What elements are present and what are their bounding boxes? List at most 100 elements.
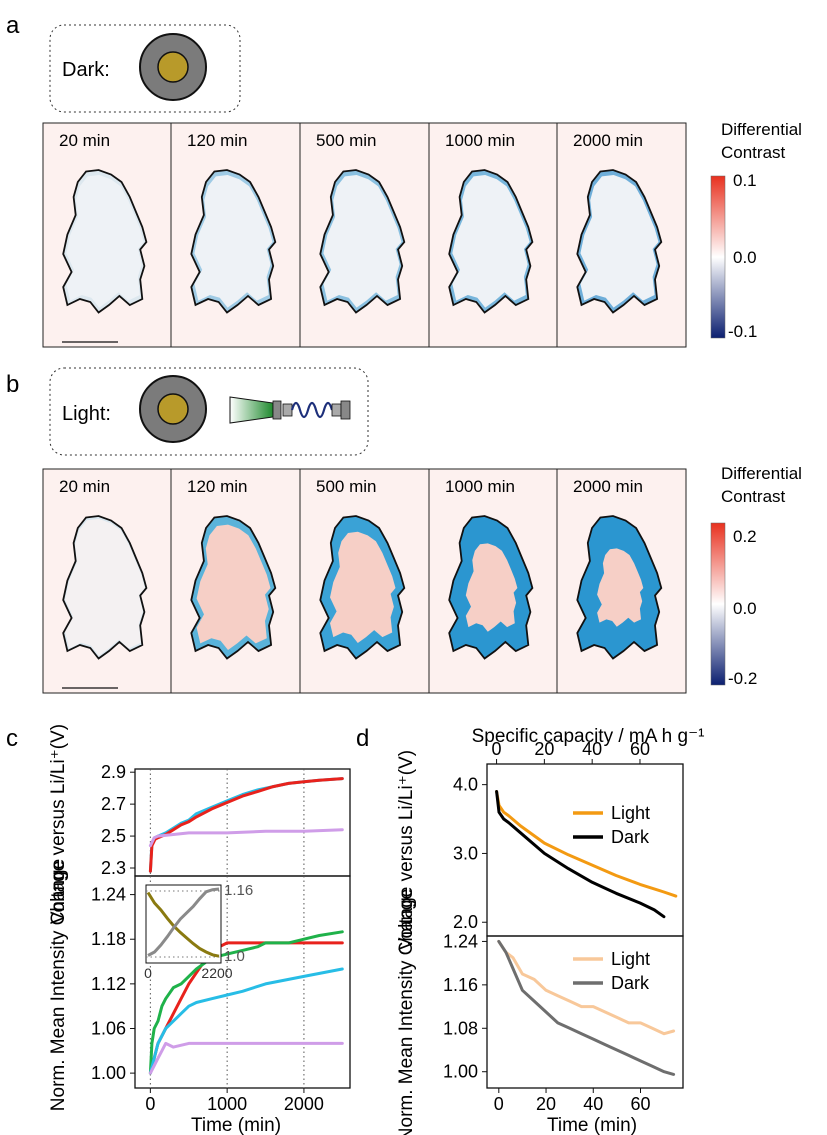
y-tick-label: 1.00 [91, 1063, 126, 1083]
particle-icon-dark [139, 33, 207, 101]
colorbar-b-title-2: Contrast [721, 487, 786, 506]
x-tick-label: 60 [630, 1094, 650, 1114]
chart-d-intensity: Norm. Mean Intensity Change Time (min) 1… [396, 889, 684, 1135]
series-line-lavender [148, 828, 344, 848]
image-cell: 20 min [42, 122, 172, 348]
x-tick-label: 40 [583, 1094, 603, 1114]
chart-c-inset: 1.16 1.0 0 2200 [144, 882, 253, 981]
condition-label-light: Light: [62, 403, 111, 425]
series-line-red [148, 777, 344, 873]
colorbar-a-max: 0.1 [733, 171, 757, 190]
x-tick-label: 40 [582, 739, 602, 759]
panel-letter-a: a [6, 12, 20, 39]
chart-d-top-xlabel: Specific capacity / mA h g⁻¹ [472, 726, 705, 747]
condition-box-light [49, 367, 369, 456]
time-label: 20 min [59, 131, 110, 150]
x-tick-label: 20 [536, 1094, 556, 1114]
inset-right-label: 1.16 [224, 882, 253, 899]
colorbar-b-title-1: Differential [721, 464, 802, 483]
panel-d: d Specific capacity / mA h g⁻¹ Voltage v… [356, 725, 704, 1135]
time-label: 120 min [187, 477, 247, 496]
series-line-green [148, 930, 344, 1075]
panel-letter-b: b [6, 371, 19, 398]
y-tick-label: 1.12 [91, 974, 126, 994]
inset-series-olive [146, 891, 220, 958]
y-tick-label: 2.7 [101, 794, 126, 814]
colorbar-a-mid: 0.0 [733, 248, 757, 267]
image-row-light: 20 min 120 min 500 min 1000 min 2000 min [42, 468, 687, 694]
x-tick-label: 1000 [207, 1094, 247, 1114]
series-line-darkgray [497, 939, 676, 1076]
inset-right-label: 1.0 [224, 948, 245, 965]
chart-d-voltage: Specific capacity / mA h g⁻¹ Voltage ver… [396, 726, 704, 950]
series-line-orange [495, 790, 678, 898]
plot-frame [134, 768, 351, 877]
y-tick-label: 1.06 [91, 1018, 126, 1038]
x-tick-label: 20 [534, 739, 554, 759]
inset-x-label: 0 [144, 965, 152, 981]
x-tick-label: 2000 [284, 1094, 324, 1114]
series-line-cyan [148, 967, 344, 1075]
condition-box-dark [49, 24, 241, 113]
chart-c-intensity: Norm. Mean Intensity Change Time (min) 1… [48, 859, 351, 1135]
time-label: 120 min [187, 131, 247, 150]
image-cell: 500 min [299, 468, 430, 694]
series-line-lavender [148, 1041, 344, 1075]
inset-series-gray [147, 887, 220, 957]
colorbar-a-title-1: Differential [721, 120, 802, 139]
series-line-black [495, 790, 666, 919]
y-tick-label: 2.5 [101, 826, 126, 846]
legend-label: Light [611, 803, 650, 823]
y-tick-label: 2.9 [101, 762, 126, 782]
chart-d-bottom-ylabel: Norm. Mean Intensity Change [396, 889, 417, 1135]
image-cell: 500 min [299, 122, 430, 348]
image-cell: 120 min [170, 122, 301, 348]
series-line-peach [497, 939, 676, 1036]
chart-c-bottom-ylabel: Norm. Mean Intensity Change [48, 859, 69, 1111]
y-tick-label: 1.18 [91, 929, 126, 949]
colorbar-b-mid: 0.0 [733, 599, 757, 618]
chart-c-top-ylabel: Voltage versus Li/Li⁺(V) [48, 724, 69, 924]
condition-label-dark: Dark: [62, 59, 110, 81]
time-label: 1000 min [445, 131, 515, 150]
image-cell: 1000 min [428, 468, 558, 694]
image-cell: 20 min [42, 468, 172, 694]
chart-c-voltage: Voltage versus Li/Li⁺(V) 2.3 2.5 2.7 2.9 [48, 724, 351, 924]
x-tick-label: 0 [494, 1094, 504, 1114]
inset-frame [145, 884, 222, 964]
colorbar-b: Differential Contrast 0.2 0.0 -0.2 [710, 464, 802, 688]
time-label: 1000 min [445, 477, 515, 496]
time-label: 2000 min [573, 131, 643, 150]
y-tick-label: 1.24 [443, 931, 478, 951]
panel-letter-d: d [356, 725, 369, 752]
particle-icon-light [139, 375, 207, 443]
y-tick-label: 3.0 [453, 843, 478, 863]
chart-d-bottom-xlabel: Time (min) [547, 1115, 637, 1135]
y-tick-label: 4.0 [453, 775, 478, 795]
x-tick-label: 0 [145, 1094, 155, 1114]
y-tick-label: 1.00 [443, 1062, 478, 1082]
laser-icon [229, 396, 351, 424]
image-cell: 120 min [170, 468, 301, 694]
colorbar-b-min: -0.2 [728, 669, 757, 688]
x-tick-label: 0 [492, 739, 502, 759]
colorbar-a-min: -0.1 [728, 322, 757, 341]
legend-label: Light [611, 949, 650, 969]
image-row-dark: 20 min 120 min 500 min 1000 min 2000 min [42, 122, 687, 348]
inset-x-label: 2200 [201, 965, 232, 981]
chart-c-bottom-xlabel: Time (min) [191, 1115, 281, 1135]
colorbar-b-max: 0.2 [733, 527, 757, 546]
time-label: 2000 min [573, 477, 643, 496]
y-tick-label: 1.24 [91, 885, 126, 905]
legend-label: Dark [611, 827, 650, 847]
chart-d-top-ylabel: Voltage versus Li/Li⁺(V) [396, 750, 417, 950]
plot-frame [134, 875, 351, 1089]
legend-label: Dark [611, 973, 650, 993]
colorbar-a-gradient [710, 175, 726, 339]
y-tick-label: 1.16 [443, 975, 478, 995]
time-label: 500 min [316, 131, 376, 150]
image-cell: 1000 min [428, 122, 558, 348]
image-cell: 2000 min [556, 468, 687, 694]
panel-b: b Light: 20 min 120 min 500 min 1000 min 200… [6, 367, 802, 694]
